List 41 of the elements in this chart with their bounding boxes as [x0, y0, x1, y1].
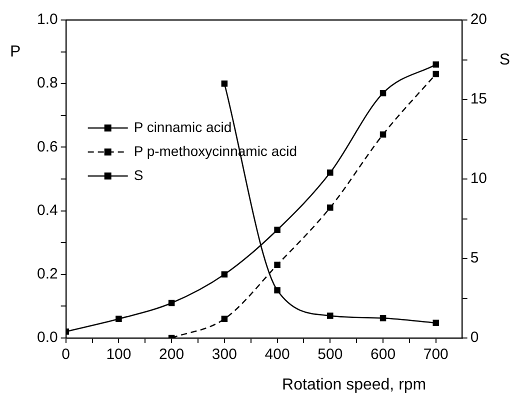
point	[432, 70, 440, 78]
legend-label: S	[134, 166, 144, 183]
y2-tick-label: 15	[470, 90, 488, 108]
y-tick-label: 0.4	[36, 202, 58, 219]
point	[221, 271, 228, 278]
y2-tick-label: 20	[470, 11, 488, 28]
y-tick-label: 0.6	[36, 138, 58, 156]
point	[380, 90, 386, 96]
point	[432, 320, 440, 326]
point	[168, 300, 175, 306]
y-tick-label: 0.8	[36, 74, 58, 92]
point	[380, 131, 386, 138]
point	[327, 170, 334, 176]
x-tick-label: 600	[370, 346, 396, 364]
y2-tick-label: 0	[470, 329, 479, 346]
x-axis-title: Rotation speed, rpm	[282, 376, 426, 394]
y2-axis-title: S	[499, 51, 510, 68]
point	[221, 316, 228, 322]
y-tick-label: 0.2	[36, 266, 58, 283]
x-tick-label: 300	[212, 346, 237, 364]
y2-tick-label: 5	[470, 250, 479, 267]
point	[221, 80, 228, 87]
y-tick-label: 1.0	[36, 11, 58, 28]
x-tick-label: 100	[106, 346, 132, 364]
point	[380, 315, 386, 322]
x-tick-label: 700	[423, 346, 448, 364]
point	[432, 61, 440, 68]
point	[327, 312, 334, 319]
x-tick-label: 0	[62, 346, 70, 364]
x-tick-label: 400	[264, 346, 290, 364]
y-axis-title: P	[10, 43, 21, 60]
y2-tick-label: 10	[470, 170, 488, 188]
point	[116, 316, 122, 322]
point	[274, 226, 280, 234]
point	[274, 262, 280, 268]
x-tick-label: 200	[159, 346, 184, 364]
x-tick-label: 500	[318, 346, 343, 364]
legend-label: P cinnamic acid	[134, 118, 232, 135]
y-tick-label: 0.0	[36, 329, 58, 346]
point	[327, 204, 334, 211]
point	[274, 287, 280, 294]
